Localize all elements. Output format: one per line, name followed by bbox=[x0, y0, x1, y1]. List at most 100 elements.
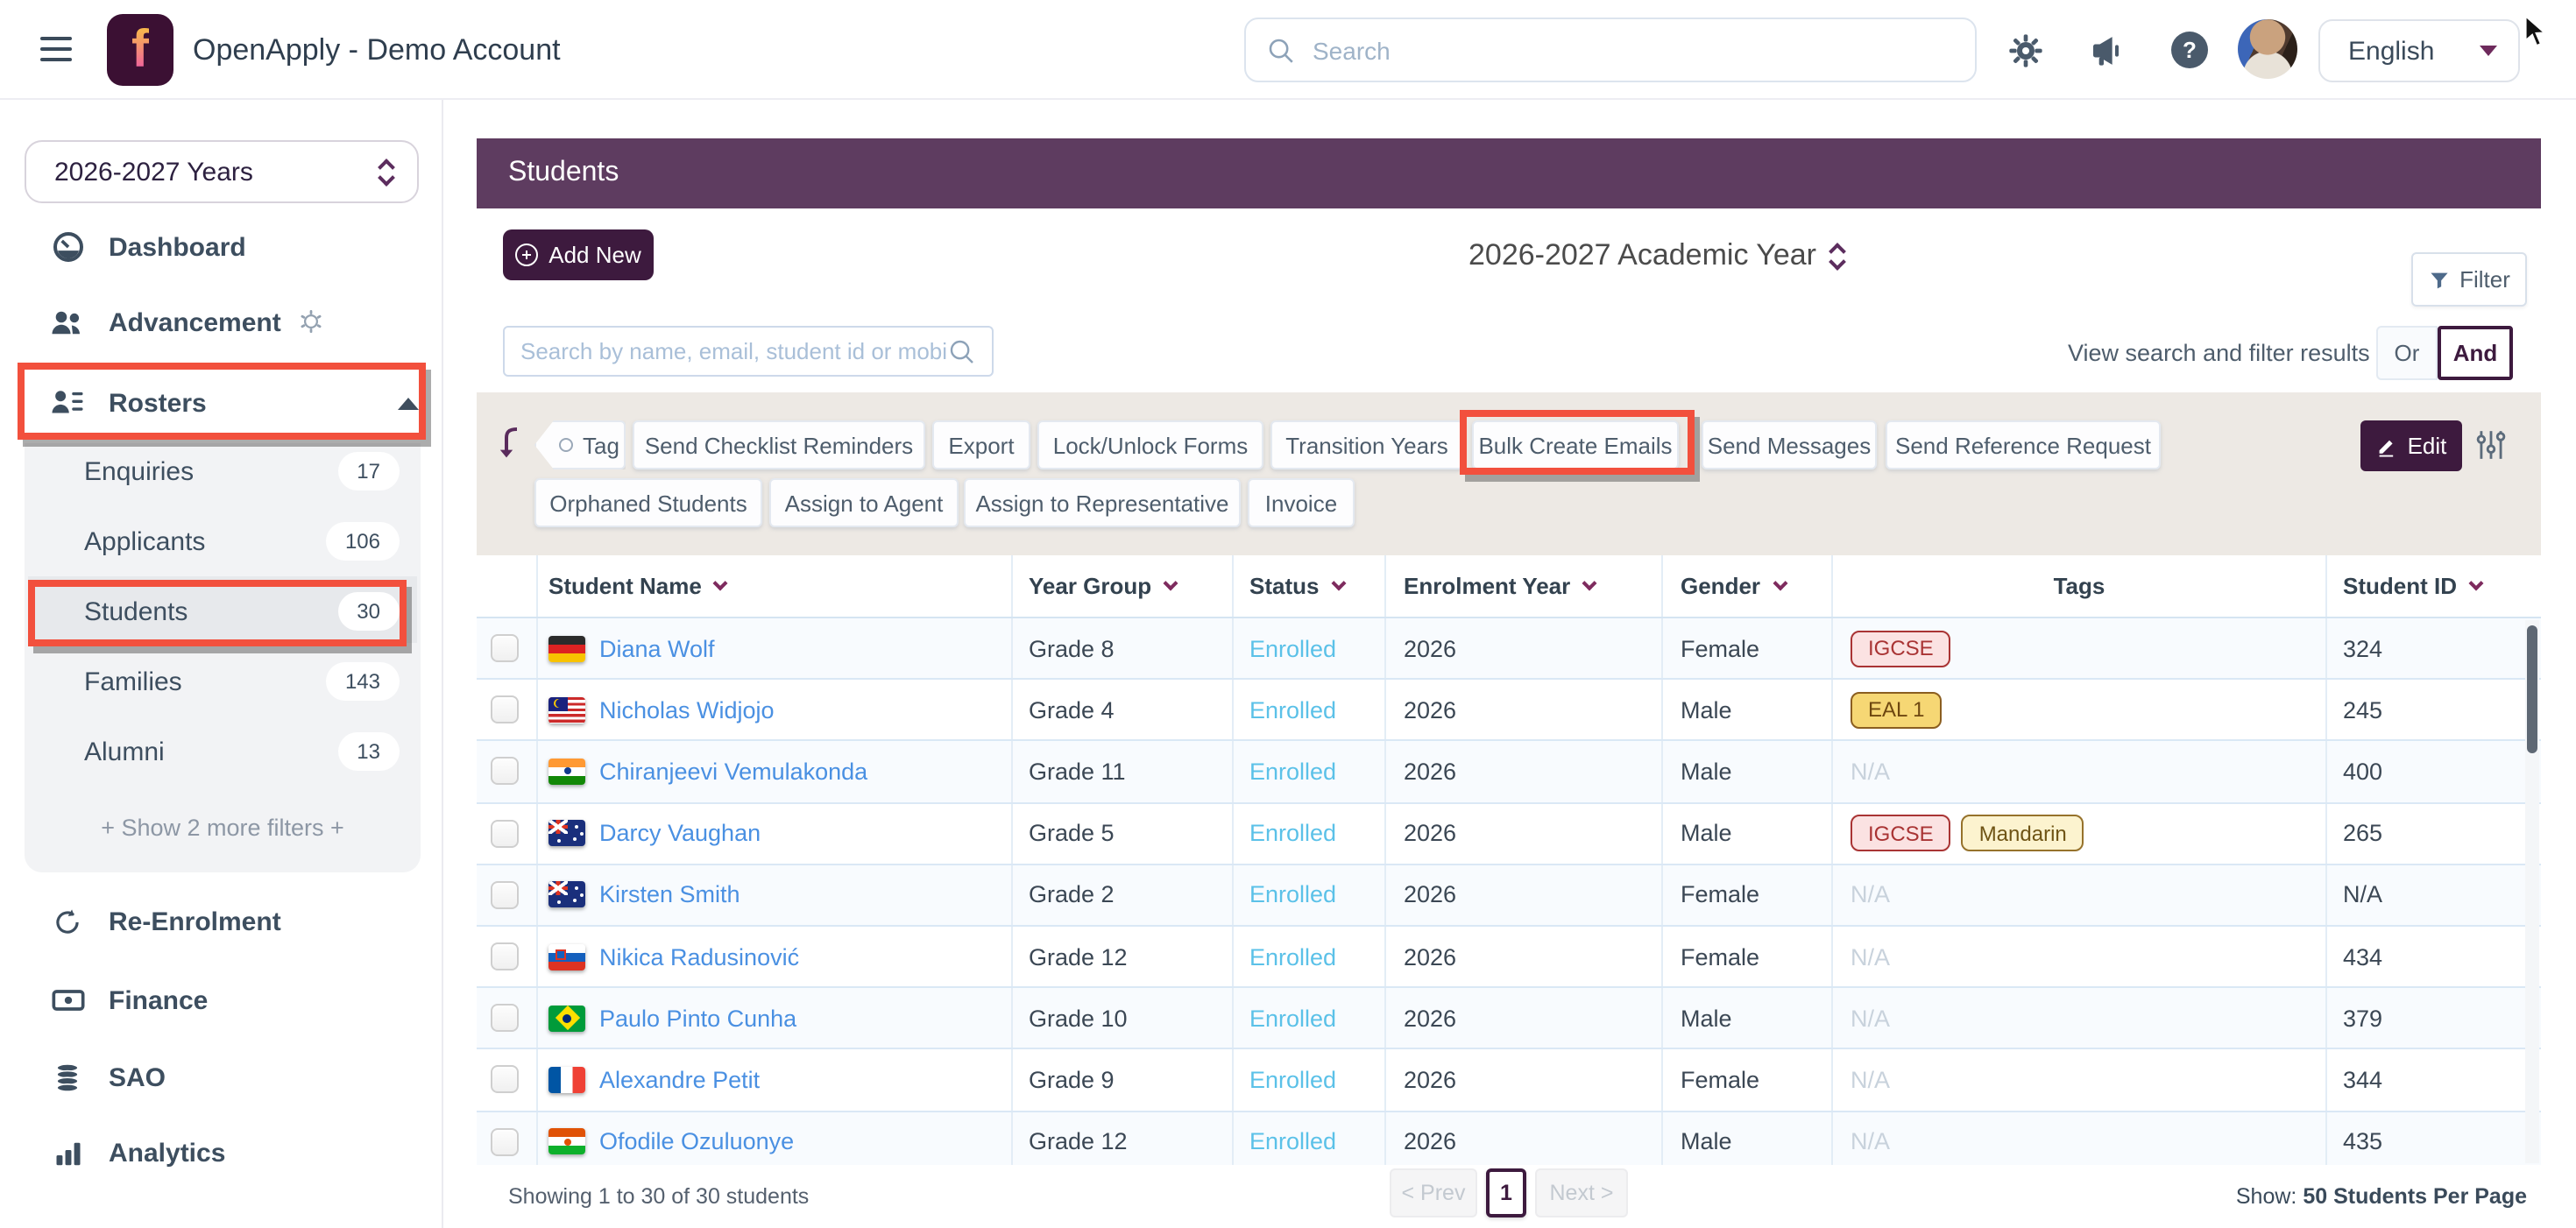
send-reference-request-button[interactable]: Send Reference Request bbox=[1886, 420, 2161, 469]
student-name-link[interactable]: Nicholas Widjojo bbox=[599, 696, 775, 723]
current-page-button[interactable]: 1 bbox=[1486, 1168, 1526, 1217]
table-search-input[interactable] bbox=[520, 338, 948, 364]
row-checkbox[interactable] bbox=[491, 819, 519, 848]
header-year-group[interactable]: Year Group bbox=[1013, 555, 1234, 617]
enrolment-year-cell: 2026 bbox=[1386, 988, 1663, 1048]
filter-button[interactable]: Filter bbox=[2411, 252, 2527, 307]
student-name-link[interactable]: Paulo Pinto Cunha bbox=[599, 1005, 797, 1032]
sidebar-item-families[interactable]: Families 143 bbox=[25, 657, 421, 706]
settings-gear-icon[interactable] bbox=[2008, 33, 2043, 68]
transition-years-button[interactable]: Transition Years bbox=[1270, 420, 1463, 469]
tag-chip[interactable]: IGCSE bbox=[1851, 815, 1951, 852]
row-checkbox[interactable] bbox=[491, 1065, 519, 1094]
row-checkbox[interactable] bbox=[491, 1004, 519, 1033]
send-checklist-reminders-button[interactable]: Send Checklist Reminders bbox=[633, 420, 925, 469]
add-new-button[interactable]: Add New bbox=[503, 229, 654, 280]
sort-direction-icon[interactable] bbox=[494, 426, 522, 459]
sidebar-item-enquiries[interactable]: Enquiries 17 bbox=[25, 447, 421, 496]
roster-list-icon bbox=[49, 385, 86, 421]
student-name-link[interactable]: Darcy Vaughan bbox=[599, 820, 761, 847]
header-gender[interactable]: Gender bbox=[1663, 555, 1833, 617]
lock-unlock-forms-button[interactable]: Lock/Unlock Forms bbox=[1037, 420, 1263, 469]
student-name-link[interactable]: Ofodile Ozuluonye bbox=[599, 1128, 795, 1155]
orphaned-students-button[interactable]: Orphaned Students bbox=[534, 478, 762, 527]
collapse-triangle-icon bbox=[398, 397, 419, 409]
sidebar-item-students[interactable]: Students 30 bbox=[25, 587, 421, 636]
student-id-cell: 324 bbox=[2343, 635, 2383, 662]
sidebar-item-re-enrolment[interactable]: Re-Enrolment bbox=[0, 897, 443, 946]
row-checkbox[interactable] bbox=[491, 1127, 519, 1156]
student-name-link[interactable]: Nikica Radusinović bbox=[599, 943, 800, 970]
global-search[interactable] bbox=[1244, 18, 1977, 82]
and-toggle-button[interactable]: And bbox=[2438, 326, 2513, 380]
count-badge: 143 bbox=[325, 662, 400, 701]
advancement-gear-icon[interactable] bbox=[298, 308, 324, 343]
tag-chip[interactable]: IGCSE bbox=[1851, 630, 1951, 667]
row-checkbox[interactable] bbox=[491, 695, 519, 724]
status-text: Enrolled bbox=[1249, 1005, 1337, 1032]
menu-icon[interactable] bbox=[40, 37, 72, 61]
sidebar-year-selector[interactable]: 2026-2027 Years bbox=[25, 140, 419, 203]
gender-cell: Male bbox=[1663, 803, 1833, 864]
avatar[interactable] bbox=[2238, 19, 2297, 79]
table-search[interactable] bbox=[503, 326, 994, 377]
table-row: Alexandre Petit Grade 9 Enrolled 2026 Fe… bbox=[477, 1049, 2541, 1112]
assign-to-representative-button[interactable]: Assign to Representative bbox=[964, 478, 1241, 527]
header-enrolment-year[interactable]: Enrolment Year bbox=[1386, 555, 1663, 617]
show-more-filters-link[interactable]: + Show 2 more filters + bbox=[101, 815, 344, 841]
invoice-button[interactable]: Invoice bbox=[1248, 478, 1355, 527]
app-title: OpenApply - Demo Account bbox=[193, 33, 561, 67]
people-icon bbox=[49, 304, 86, 341]
header-student-name[interactable]: Student Name bbox=[538, 555, 1013, 617]
sidebar-item-dashboard[interactable]: Dashboard bbox=[0, 222, 443, 272]
header-status[interactable]: Status bbox=[1234, 555, 1386, 617]
global-search-input[interactable] bbox=[1313, 36, 1954, 64]
student-name-link[interactable]: Diana Wolf bbox=[599, 635, 715, 662]
plus-circle-icon bbox=[515, 243, 539, 266]
row-checkbox[interactable] bbox=[491, 757, 519, 786]
help-icon[interactable]: ? bbox=[2171, 32, 2208, 68]
sidebar-item-advancement[interactable]: Advancement bbox=[0, 298, 443, 347]
or-toggle-button[interactable]: Or bbox=[2376, 326, 2438, 380]
per-page-text[interactable]: Show: 50 Students Per Page bbox=[2235, 1184, 2527, 1209]
next-page-button[interactable]: Next > bbox=[1535, 1168, 1628, 1217]
gender-cell: Female bbox=[1663, 618, 1833, 679]
row-checkbox[interactable] bbox=[491, 942, 519, 971]
student-name-link[interactable]: Alexandre Petit bbox=[599, 1066, 761, 1093]
send-messages-button[interactable]: Send Messages bbox=[1702, 420, 1877, 469]
students-panel: Students Add New 2026-2027 Academic Year… bbox=[477, 138, 2541, 1228]
prev-page-button[interactable]: < Prev bbox=[1390, 1168, 1477, 1217]
status-text: Enrolled bbox=[1249, 881, 1337, 908]
sidebar-item-finance[interactable]: Finance bbox=[0, 976, 443, 1025]
student-name-link[interactable]: Kirsten Smith bbox=[599, 881, 740, 908]
row-checkbox[interactable] bbox=[491, 880, 519, 909]
announcements-megaphone-icon[interactable] bbox=[2089, 33, 2124, 68]
sidebar-item-sao[interactable]: SAO bbox=[0, 1053, 443, 1102]
openapply-logo[interactable]: f bbox=[107, 14, 173, 86]
column-settings-sliders-icon[interactable] bbox=[2474, 427, 2508, 462]
tag-button[interactable]: Tag bbox=[534, 420, 626, 469]
header-student-id[interactable]: Student ID bbox=[2327, 555, 2541, 617]
refresh-circular-arrow-icon bbox=[49, 903, 86, 940]
results-as-label: View search and filter results as: bbox=[2068, 340, 2409, 366]
header-tags: Tags bbox=[1833, 555, 2327, 617]
academic-year-selector[interactable]: 2026-2027 Academic Year bbox=[1468, 238, 1845, 273]
table-scrollbar bbox=[2525, 620, 2539, 1163]
bulk-create-emails-button[interactable]: Bulk Create Emails bbox=[1472, 420, 1679, 469]
tag-chip[interactable]: EAL 1 bbox=[1851, 691, 1943, 729]
tag-chip[interactable]: Mandarin bbox=[1961, 815, 2084, 852]
edit-button[interactable]: Edit bbox=[2360, 420, 2462, 471]
dashboard-gauge-icon bbox=[49, 229, 86, 265]
row-checkbox[interactable] bbox=[491, 634, 519, 663]
scrollbar-thumb[interactable] bbox=[2527, 625, 2537, 753]
language-selector[interactable]: English bbox=[2318, 19, 2520, 82]
sidebar-item-applicants[interactable]: Applicants 106 bbox=[25, 517, 421, 566]
export-button[interactable]: Export bbox=[932, 420, 1030, 469]
student-name-link[interactable]: Chiranjeevi Vemulakonda bbox=[599, 758, 868, 785]
sidebar-item-analytics[interactable]: Analytics bbox=[0, 1128, 443, 1177]
sidebar-item-alumni[interactable]: Alumni 13 bbox=[25, 727, 421, 776]
assign-to-agent-button[interactable]: Assign to Agent bbox=[769, 478, 959, 527]
search-icon bbox=[1269, 38, 1293, 62]
chevron-down-icon bbox=[2468, 575, 2484, 591]
sidebar-item-rosters[interactable]: Rosters bbox=[0, 378, 443, 427]
